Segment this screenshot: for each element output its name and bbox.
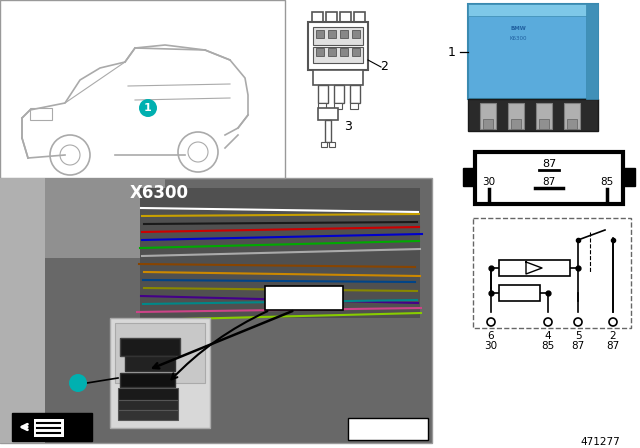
Bar (318, 108, 338, 120)
Bar (499, 285, 540, 301)
Bar (473, 218, 631, 328)
Bar (110, 318, 210, 428)
Bar (316, 48, 324, 56)
Bar (463, 168, 475, 186)
Bar (125, 356, 175, 371)
Bar (0, 0, 285, 178)
Text: K6300: K6300 (509, 36, 527, 42)
Bar (340, 30, 348, 38)
Bar (30, 108, 52, 120)
Text: 4: 4 (545, 331, 551, 341)
Bar (328, 30, 336, 38)
Text: 87: 87 (606, 341, 620, 351)
Text: 85: 85 (541, 341, 555, 351)
Bar (329, 142, 335, 147)
Bar (564, 103, 580, 129)
Text: 87: 87 (542, 177, 556, 187)
Bar (12, 413, 92, 441)
Bar (334, 103, 342, 109)
Bar (483, 119, 493, 129)
Bar (348, 418, 428, 440)
Bar (321, 142, 327, 147)
Bar (318, 103, 326, 109)
Circle shape (139, 99, 157, 117)
Circle shape (574, 318, 582, 326)
Bar (326, 12, 337, 22)
Circle shape (487, 318, 495, 326)
Bar (350, 85, 360, 103)
Bar (118, 410, 178, 420)
Text: 5: 5 (575, 331, 581, 341)
Bar (511, 119, 521, 129)
Text: 6: 6 (488, 331, 494, 341)
Bar (115, 323, 205, 383)
Bar (340, 48, 348, 56)
Bar (480, 103, 496, 129)
Bar (475, 152, 623, 204)
Text: 3: 3 (344, 120, 352, 133)
Bar (352, 30, 360, 38)
Bar (318, 85, 328, 103)
Bar (350, 103, 358, 109)
Circle shape (69, 374, 87, 392)
Bar (34, 419, 64, 437)
Circle shape (544, 318, 552, 326)
Bar (316, 30, 324, 38)
Text: 87: 87 (572, 341, 584, 351)
Text: 1: 1 (448, 46, 456, 59)
Text: 152083: 152083 (364, 422, 412, 435)
Text: 2: 2 (380, 60, 388, 73)
Text: K6300: K6300 (280, 291, 328, 305)
Bar (468, 4, 598, 99)
Text: BMW: BMW (510, 26, 526, 31)
Bar (118, 388, 178, 400)
Bar (325, 120, 331, 142)
Bar (334, 85, 344, 103)
Bar (118, 400, 178, 410)
Bar (313, 47, 363, 63)
Text: 1: 1 (144, 103, 152, 113)
Bar (499, 260, 570, 276)
Bar (468, 4, 598, 16)
Bar (508, 103, 524, 129)
Bar (0, 178, 45, 443)
Bar (623, 168, 635, 186)
Bar (354, 12, 365, 22)
Bar (313, 27, 363, 45)
Text: 30: 30 (483, 177, 495, 187)
Bar (120, 338, 180, 356)
Bar (539, 119, 549, 129)
Text: 2: 2 (610, 331, 616, 341)
Text: 85: 85 (600, 177, 614, 187)
Bar (352, 48, 360, 56)
Bar (140, 188, 420, 318)
Text: X6300: X6300 (130, 184, 189, 202)
Circle shape (609, 318, 617, 326)
Bar (120, 373, 175, 387)
Bar (328, 48, 336, 56)
Text: 1: 1 (74, 378, 82, 388)
Bar (567, 119, 577, 129)
Text: 471277: 471277 (580, 437, 620, 447)
Bar (312, 12, 323, 22)
Bar (265, 286, 343, 310)
Text: 30: 30 (484, 341, 497, 351)
Bar (308, 22, 368, 70)
Bar (468, 99, 598, 131)
Bar (340, 12, 351, 22)
Bar (536, 103, 552, 129)
Bar (586, 4, 598, 99)
Text: 87: 87 (542, 159, 556, 169)
Bar (313, 70, 363, 85)
Bar (45, 178, 165, 258)
Bar (0, 178, 432, 443)
